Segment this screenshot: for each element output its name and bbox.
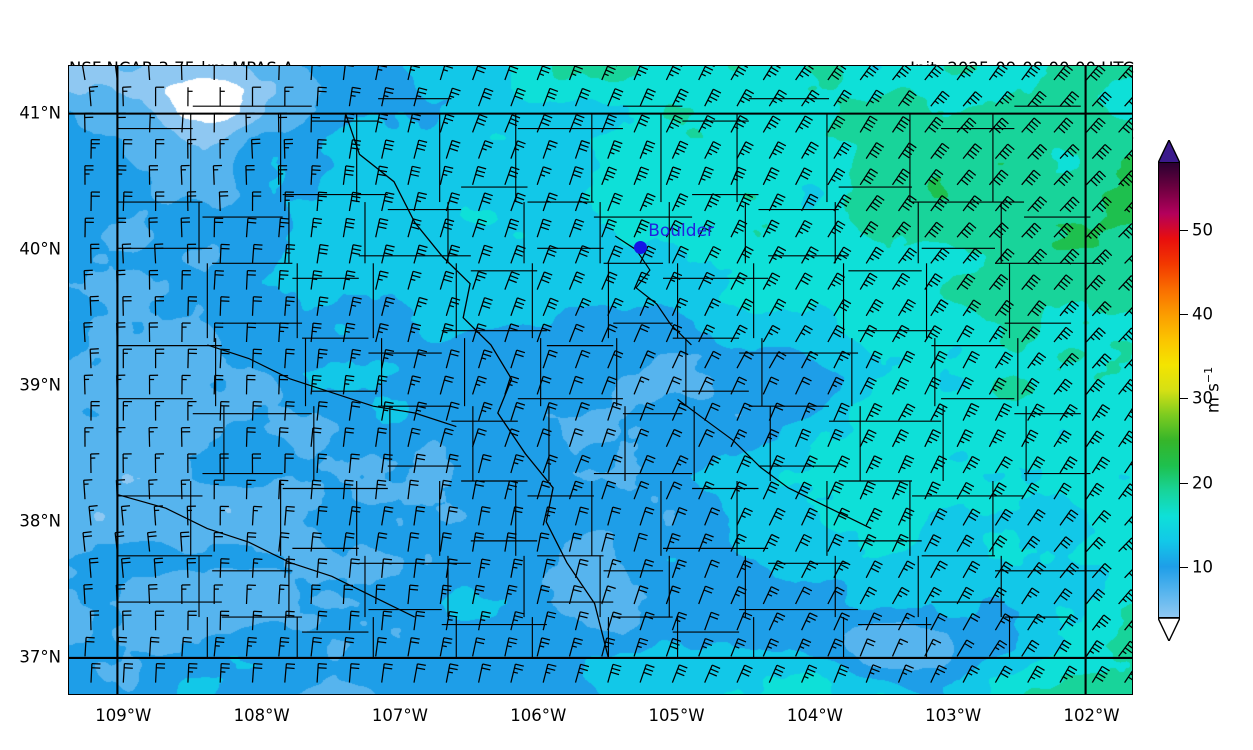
lat-tick-41°N: 41°N [19, 103, 61, 123]
lon-tick-108°W: 108°W [233, 706, 290, 725]
boulder-marker-dot[interactable] [634, 240, 648, 254]
colorbar-units-label: m s−1 [1201, 366, 1223, 414]
colorbar-gradient [1158, 162, 1180, 618]
colorbar-ticklabel-30: 30 [1192, 388, 1213, 408]
colorbar-tick-50 [1180, 229, 1188, 231]
lat-tick-39°N: 39°N [19, 375, 61, 395]
map-plot-area[interactable]: Boulder [68, 65, 1133, 695]
colorbar-under-arrow [1158, 618, 1180, 641]
colorbar-tick-40 [1180, 314, 1188, 315]
colorbar-tick-20 [1180, 482, 1188, 484]
colorbar-ticklabel-20: 20 [1192, 473, 1213, 493]
lat-tick-37°N: 37°N [19, 647, 61, 667]
colorbar-ticklabel-40: 40 [1192, 304, 1213, 324]
boulder-marker-label: Boulder [648, 220, 715, 241]
colorbar-ticklabel-10: 10 [1192, 557, 1213, 577]
map-canvas-layer [69, 66, 1132, 694]
colorbar-tick-10 [1180, 567, 1188, 569]
lon-tick-105°W: 105°W [648, 706, 705, 725]
lon-tick-109°W: 109°W [95, 706, 152, 725]
colorbar-tick-30 [1180, 398, 1188, 400]
lon-tick-107°W: 107°W [371, 706, 428, 725]
lat-tick-38°N: 38°N [19, 511, 61, 531]
wind-barbs [81, 66, 1132, 683]
lon-tick-102°W: 102°W [1063, 706, 1120, 725]
colorbar-ticklabel-50: 50 [1192, 220, 1213, 240]
lon-tick-104°W: 104°W [786, 706, 843, 725]
colorbar-over-arrow [1158, 140, 1180, 163]
lon-tick-106°W: 106°W [510, 706, 567, 725]
lat-tick-40°N: 40°N [19, 239, 61, 259]
lon-tick-103°W: 103°W [925, 706, 982, 725]
colorbar[interactable]: 10 20 30 40 50 [1158, 140, 1213, 641]
